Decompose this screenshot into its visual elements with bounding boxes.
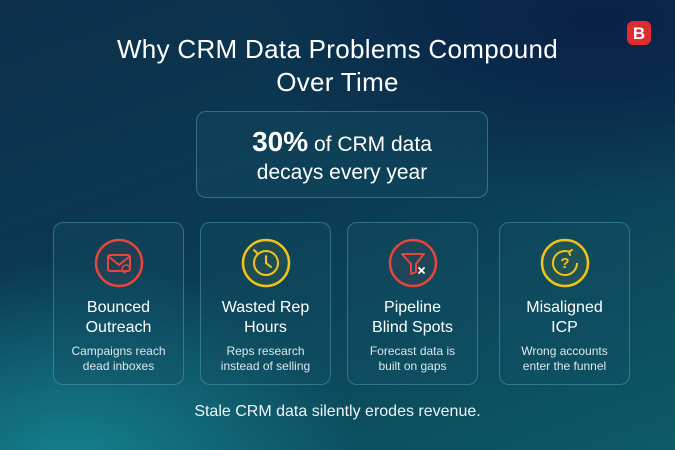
svg-text:?: ?: [560, 255, 569, 272]
question-icon: ?: [540, 238, 590, 288]
page-title: Why CRM Data Problems Compound Over Time: [0, 33, 675, 99]
card-desc-line-1: Forecast data is: [369, 344, 456, 358]
card-title-line-2: Outreach: [85, 319, 152, 336]
stat-callout: 30% of CRM data decays every year: [196, 111, 488, 198]
card-desc-line-1: Campaigns reach: [71, 344, 166, 358]
card-title: Pipeline Blind Spots: [348, 298, 477, 338]
card-description: Campaigns reach dead inboxes: [54, 344, 183, 374]
stat-line-1: 30% of CRM data: [197, 128, 487, 159]
card-pipeline-blind-spots: Pipeline Blind Spots Forecast data is bu…: [347, 222, 478, 385]
card-desc-line-2: built on gaps: [378, 359, 447, 373]
card-wasted-rep-hours: Wasted Rep Hours Reps research instead o…: [200, 222, 331, 385]
clock-icon: [241, 238, 291, 288]
card-description: Wrong accounts enter the funnel: [500, 344, 629, 374]
card-misaligned-icp: ? Misaligned ICP Wrong accounts enter th…: [499, 222, 630, 385]
stat-line-2: decays every year: [256, 161, 428, 184]
card-description: Reps research instead of selling: [201, 344, 330, 374]
card-bounced-outreach: Bounced Outreach Campaigns reach dead in…: [53, 222, 184, 385]
card-title: Wasted Rep Hours: [201, 298, 330, 338]
stat-percent: 30%: [252, 126, 309, 157]
card-title-line-2: ICP: [551, 319, 578, 336]
card-description: Forecast data is built on gaps: [348, 344, 477, 374]
card-title-line-1: Bounced: [86, 299, 151, 316]
title-line-2: Over Time: [276, 67, 399, 97]
funnel-icon: [388, 238, 438, 288]
card-desc-line-1: Reps research: [226, 344, 305, 358]
stat-text: of CRM data: [314, 133, 432, 156]
card-title-line-2: Hours: [244, 319, 287, 336]
brand-logo: B: [627, 21, 651, 45]
card-desc-line-1: Wrong accounts: [521, 344, 608, 358]
card-title-line-1: Misaligned: [526, 299, 603, 316]
envelope-icon: [94, 238, 144, 288]
card-title-line-2: Blind Spots: [372, 319, 453, 336]
title-line-1: Why CRM Data Problems Compound: [116, 34, 559, 64]
card-desc-line-2: instead of selling: [220, 359, 311, 373]
card-title-line-1: Pipeline: [384, 299, 441, 316]
footer-caption: Stale CRM data silently erodes revenue.: [194, 403, 481, 420]
card-title: Misaligned ICP: [500, 298, 629, 338]
card-desc-line-2: dead inboxes: [82, 359, 155, 373]
card-title-line-1: Wasted Rep: [221, 299, 310, 316]
card-desc-line-2: enter the funnel: [522, 359, 607, 373]
card-title: Bounced Outreach: [54, 298, 183, 338]
